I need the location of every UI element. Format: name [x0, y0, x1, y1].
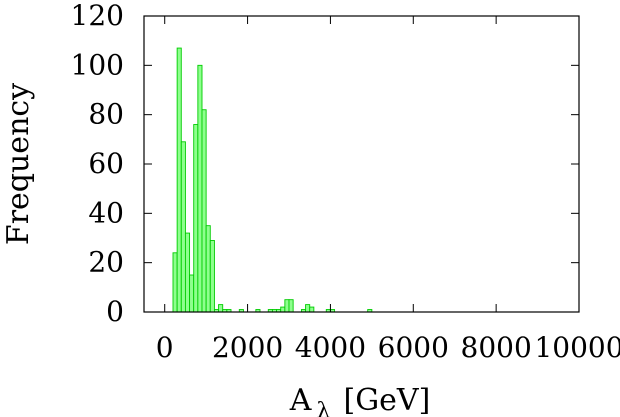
- histogram-bar-0: [172, 252, 178, 313]
- histogram-bar-3: [184, 232, 191, 313]
- x-tick-label-5: 10000: [534, 331, 620, 364]
- histogram-bar-11: [218, 304, 224, 313]
- histogram-bar-7: [201, 109, 207, 313]
- x-tick-label-1: 2000: [212, 331, 283, 364]
- tick-labels-layer: 0 2000 4000 6000 8000 10000 0 20 40 60 80 100 120: [71, 0, 620, 364]
- y-axis-label: Frequency: [1, 83, 36, 245]
- histogram-bar-6: [197, 64, 203, 313]
- x-axis-label-subscript: λ: [316, 399, 330, 417]
- x-tick-label-3: 6000: [378, 331, 449, 364]
- y-tick-label-4: 80: [88, 98, 124, 131]
- histogram-bar-4: [189, 274, 195, 313]
- histogram-bar-20: [284, 299, 290, 313]
- bars-layer: [172, 47, 373, 313]
- y-tick-label-6: 120: [71, 0, 124, 32]
- x-tick-label-0: 0: [156, 331, 174, 364]
- ticks-layer: [144, 15, 580, 313]
- x-axis-label-unit: [GeV]: [344, 383, 431, 417]
- histogram-bar-5: [193, 124, 199, 313]
- y-tick-label-1: 20: [88, 246, 124, 279]
- y-tick-label-2: 40: [88, 196, 124, 229]
- histogram-bar-19: [280, 306, 286, 313]
- histogram-bar-9: [209, 240, 215, 313]
- y-tick-label-5: 100: [71, 48, 124, 81]
- y-tick-label-0: 0: [106, 295, 124, 328]
- histogram-bar-2: [180, 141, 186, 313]
- histogram-bar-23: [305, 304, 311, 313]
- histogram-bar-8: [205, 225, 211, 313]
- histogram-bar-21: [288, 299, 294, 313]
- histogram-bar-1: [176, 47, 182, 313]
- x-tick-label-4: 8000: [461, 331, 532, 364]
- x-axis-label: A λ [GeV]: [289, 383, 431, 417]
- y-tick-label-3: 60: [88, 147, 124, 180]
- x-tick-label-2: 4000: [295, 331, 366, 364]
- histogram-bar-24: [309, 306, 315, 313]
- x-axis-label-base: A: [289, 383, 312, 417]
